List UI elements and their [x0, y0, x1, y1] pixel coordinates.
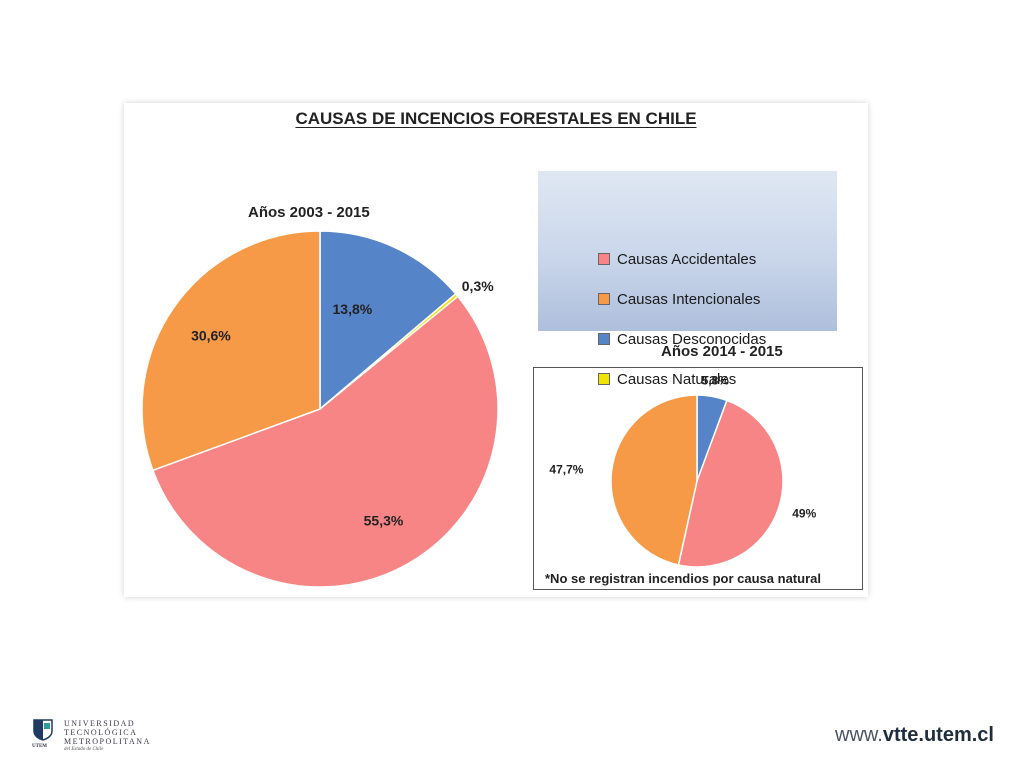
logo-line-2: TECNOLÓGICA — [64, 728, 138, 737]
logo-abbreviation: UTEM — [32, 744, 47, 749]
shield-icon — [33, 719, 53, 741]
inset-chart-box: *No se registran incendios por causa nat… — [533, 367, 863, 590]
legend-swatch-desconocidas — [598, 333, 610, 345]
legend-swatch-accidentales — [598, 253, 610, 265]
legend-label-intencionales: Causas Intencionales — [617, 290, 761, 308]
logo-line-1: UNIVERSIDAD — [64, 719, 136, 728]
pie-label-causas-intencionales: 47,7% — [549, 462, 583, 476]
pie-slice-causas-desconocidas — [319, 230, 457, 411]
legend-item-naturales: Causas Naturales — [598, 369, 736, 389]
logo-subtitle: del Estado de Chile — [64, 747, 104, 752]
legend-label-naturales: Causas Naturales — [617, 370, 737, 388]
legend-swatch-naturales — [598, 373, 610, 385]
site-url[interactable]: www.vtte.utem.cl — [835, 724, 994, 747]
pie-charts-svg: 13,8% 0,3% 55,3% 30,6% 5,8% 49% 47,7% — [141, 230, 817, 588]
pie-chart-2: 5,8% 49% 47,7% — [549, 373, 817, 568]
chart-title: CAUSAS DE INCENCIOS FORESTALES EN CHILE — [295, 109, 697, 128]
legend-item-accidentales: Causas Accidentales — [598, 249, 756, 269]
pie-label-causas-accidentales: 49% — [792, 507, 816, 521]
pie-2003-2015-title: Años 2003 - 2015 — [248, 204, 370, 221]
pie-slice-causas-accidentales — [677, 399, 784, 568]
url-domain: vtte.utem.cl — [882, 724, 994, 746]
pie-slice-causas-intencionales — [141, 230, 321, 472]
legend-item-intencionales: Causas Intencionales — [598, 289, 760, 309]
utem-logo: UTEM UNIVERSIDAD TECNOLÓGICA METROPOLITA… — [30, 717, 190, 753]
pie-slice-causas-accidentales — [151, 295, 499, 588]
legend-label-desconocidas: Causas Desconocidas — [617, 330, 767, 348]
chart-panel: CAUSAS DE INCENCIOS FORESTALES EN CHILE … — [124, 103, 868, 597]
pie-chart-1: 13,8% 0,3% 55,3% 30,6% — [141, 230, 499, 588]
pie-label-causas-accidentales: 55,3% — [364, 512, 404, 528]
pie-label-causas-intencionales: 30,6% — [191, 328, 231, 344]
url-prefix: www. — [835, 724, 883, 746]
pie-label-causas-desconocidas: 5,8% — [702, 373, 730, 387]
pie-label-causas-naturales: 0,3% — [462, 278, 494, 294]
legend-swatch-intencionales — [598, 293, 610, 305]
pie-label-causas-desconocidas: 13,8% — [333, 301, 373, 317]
legend: Causas Accidentales Causas Intencionales… — [538, 171, 837, 388]
legend-label-accidentales: Causas Accidentales — [617, 250, 757, 268]
pie-2014-2015-title: Años 2014 - 2015 — [661, 343, 783, 360]
logo-line-3: METROPOLITANA — [64, 737, 151, 746]
legend-item-desconocidas: Causas Desconocidas — [598, 329, 766, 349]
inset-note: *No se registran incendios por causa nat… — [545, 571, 821, 586]
pie-slice-causas-intencionales — [610, 394, 698, 566]
